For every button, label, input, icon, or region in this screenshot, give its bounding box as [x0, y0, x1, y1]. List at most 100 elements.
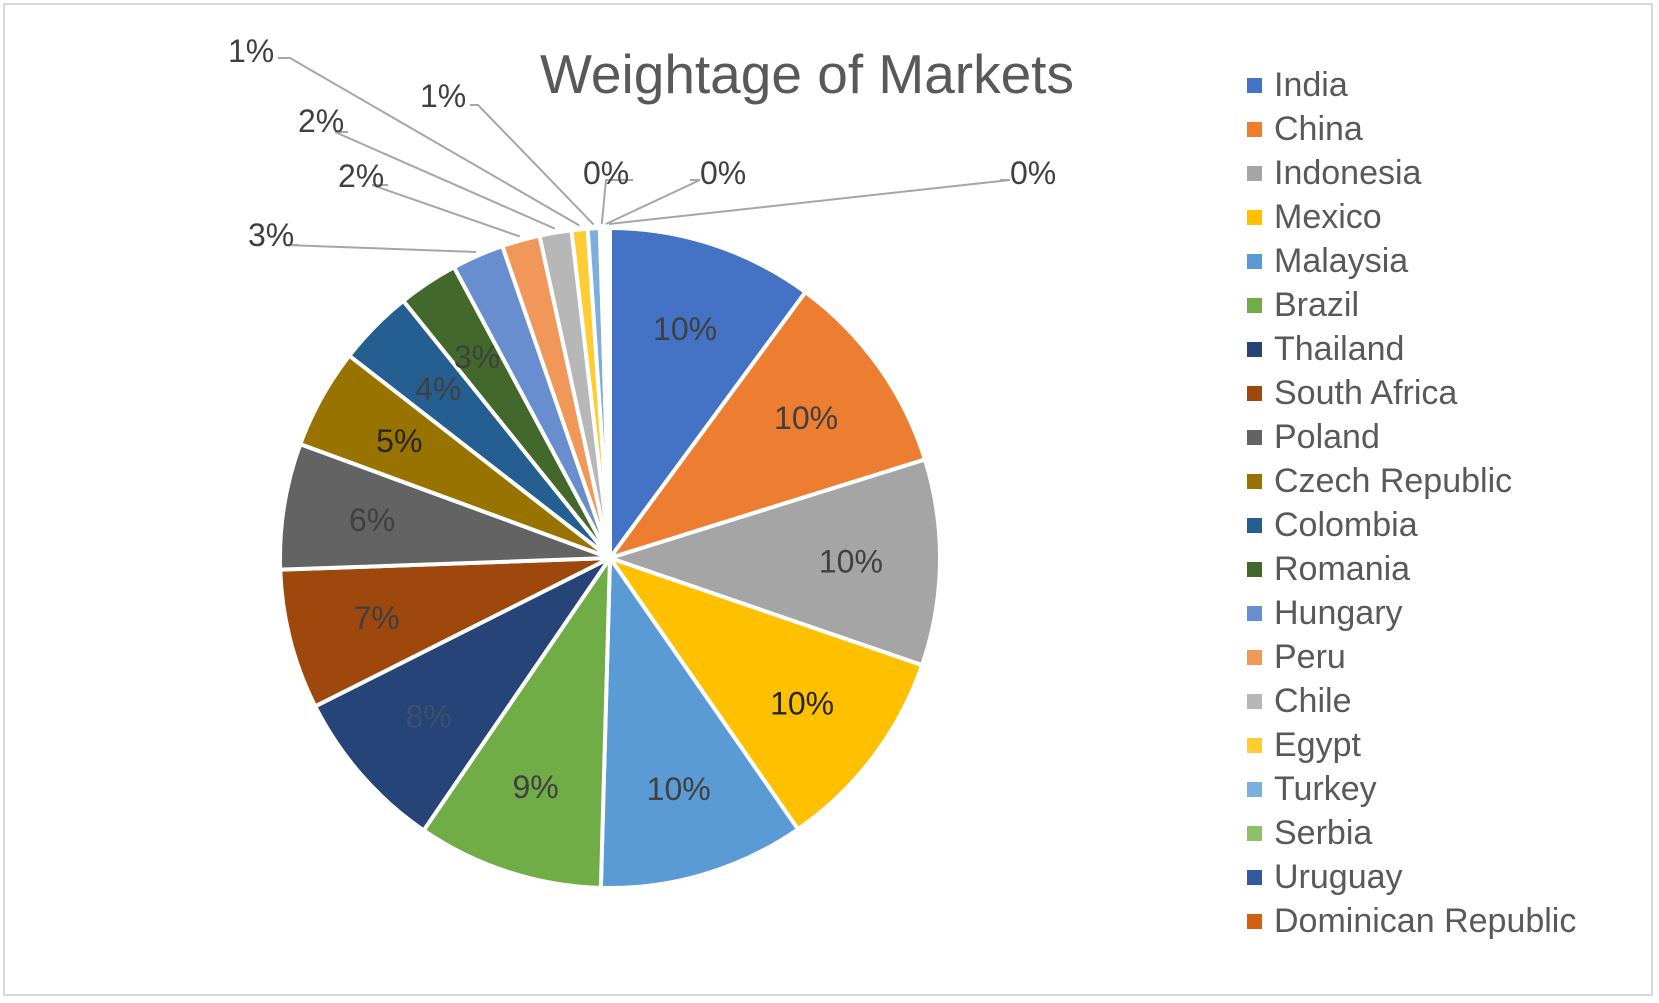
- leader-line: [284, 244, 477, 253]
- legend-item: Turkey: [1247, 767, 1576, 811]
- pie-slice-brazil: [420, 551, 613, 890]
- data-labels: 10%10%10%10%10%9%8%7%6%5%4%3%3%2%2%1%1%0…: [228, 33, 1056, 807]
- legend-swatch: [1247, 781, 1262, 797]
- legend-item: Uruguay: [1247, 855, 1576, 899]
- legend-label: India: [1274, 66, 1348, 104]
- legend-item: Thailand: [1247, 327, 1576, 371]
- legend-item: India: [1247, 63, 1576, 107]
- slices-layer: [278, 225, 942, 890]
- data-label: 0%: [583, 155, 629, 191]
- legend-swatch: [1247, 429, 1262, 445]
- legend-swatch: [1247, 209, 1262, 225]
- leader-line: [334, 131, 556, 230]
- pie-slice-china: [604, 289, 928, 562]
- legend-swatch: [1247, 297, 1262, 313]
- legend-item: Dominican Republic: [1247, 899, 1576, 943]
- data-label: 10%: [819, 543, 883, 579]
- legend-swatch: [1247, 605, 1262, 621]
- pie-slice-indonesia: [603, 457, 942, 668]
- chart-title: Weightage of Markets: [540, 43, 1074, 105]
- data-label: 5%: [376, 423, 422, 459]
- legend-label: Thailand: [1274, 330, 1405, 368]
- legend-label: Romania: [1274, 550, 1411, 588]
- legend-item: Peru: [1247, 635, 1576, 679]
- legend-label: Indonesia: [1274, 154, 1422, 192]
- legend-label: Chile: [1274, 682, 1352, 720]
- pie-slice-dominican-republic: [605, 225, 612, 559]
- legend-label: Czech Republic: [1274, 462, 1513, 500]
- legend-item: Poland: [1247, 415, 1576, 459]
- data-label: 10%: [653, 311, 717, 347]
- legend-swatch: [1247, 737, 1262, 753]
- data-label: 3%: [454, 339, 500, 375]
- legend-label: Hungary: [1274, 594, 1403, 632]
- data-label: 8%: [406, 699, 452, 735]
- pie-slice-india: [608, 225, 809, 565]
- pie-slice-malaysia: [598, 551, 801, 890]
- data-label: 6%: [349, 502, 395, 538]
- legend-item: Hungary: [1247, 591, 1576, 635]
- legend-swatch: [1247, 913, 1262, 929]
- legend: India China Indonesia Mexico Malaysia Brazil T…: [1247, 63, 1576, 943]
- legend-item: Egypt: [1247, 723, 1576, 767]
- leader-line: [605, 179, 701, 225]
- data-label: 10%: [774, 400, 838, 436]
- legend-item: Czech Republic: [1247, 459, 1576, 503]
- legend-swatch: [1247, 385, 1262, 401]
- pie-slice-south-africa: [278, 556, 611, 710]
- data-label: 3%: [248, 217, 294, 253]
- data-label: 9%: [513, 769, 559, 805]
- legend-label: South Africa: [1274, 374, 1458, 412]
- legend-label: China: [1274, 110, 1363, 148]
- leader-lines: [278, 57, 1011, 253]
- pie-slice-poland: [278, 441, 611, 572]
- legend-label: Colombia: [1274, 506, 1418, 544]
- legend-label: Malaysia: [1274, 242, 1409, 280]
- legend-item: Mexico: [1247, 195, 1576, 239]
- pie-slice-mexico: [604, 554, 925, 832]
- legend-swatch: [1247, 517, 1262, 533]
- data-label: 7%: [354, 600, 400, 636]
- data-label: 4%: [415, 371, 461, 407]
- leader-line: [278, 57, 580, 227]
- data-label: 2%: [338, 158, 384, 194]
- data-label: 1%: [228, 33, 274, 69]
- legend-label: Mexico: [1274, 198, 1382, 236]
- legend-swatch: [1247, 253, 1262, 269]
- data-label: 1%: [420, 78, 466, 114]
- legend-item: South Africa: [1247, 371, 1576, 415]
- legend-item: Colombia: [1247, 503, 1576, 547]
- data-label: 2%: [298, 103, 344, 139]
- legend-label: Poland: [1274, 418, 1380, 456]
- data-label: 10%: [647, 771, 711, 807]
- leader-line: [608, 179, 1011, 225]
- legend-swatch: [1247, 693, 1262, 709]
- legend-item: Indonesia: [1247, 151, 1576, 195]
- legend-swatch: [1247, 825, 1262, 841]
- legend-swatch: [1247, 561, 1262, 577]
- legend-swatch: [1247, 869, 1262, 885]
- legend-swatch: [1247, 649, 1262, 665]
- legend-label: Brazil: [1274, 286, 1360, 324]
- legend-swatch: [1247, 341, 1262, 357]
- legend-label: Uruguay: [1274, 858, 1403, 896]
- pie-slice-thailand: [312, 556, 612, 834]
- legend-item: Chile: [1247, 679, 1576, 723]
- legend-swatch: [1247, 165, 1262, 181]
- legend-label: Dominican Republic: [1274, 902, 1577, 940]
- legend-item: Romania: [1247, 547, 1576, 591]
- legend-item: Serbia: [1247, 811, 1576, 855]
- legend-label: Peru: [1274, 638, 1346, 676]
- leader-line: [371, 184, 521, 238]
- legend-label: Serbia: [1274, 814, 1373, 852]
- legend-item: Malaysia: [1247, 239, 1576, 283]
- data-label: 0%: [1010, 155, 1056, 191]
- pie-chart: 10%10%10%10%10%9%8%7%6%5%4%3%3%2%2%1%1%0…: [228, 33, 1056, 890]
- leader-line: [470, 104, 595, 226]
- legend-swatch: [1247, 121, 1262, 137]
- leader-line: [600, 179, 633, 225]
- legend-item: China: [1247, 107, 1576, 151]
- data-label: 0%: [700, 155, 746, 191]
- legend-swatch: [1247, 473, 1262, 489]
- legend-swatch: [1247, 77, 1262, 93]
